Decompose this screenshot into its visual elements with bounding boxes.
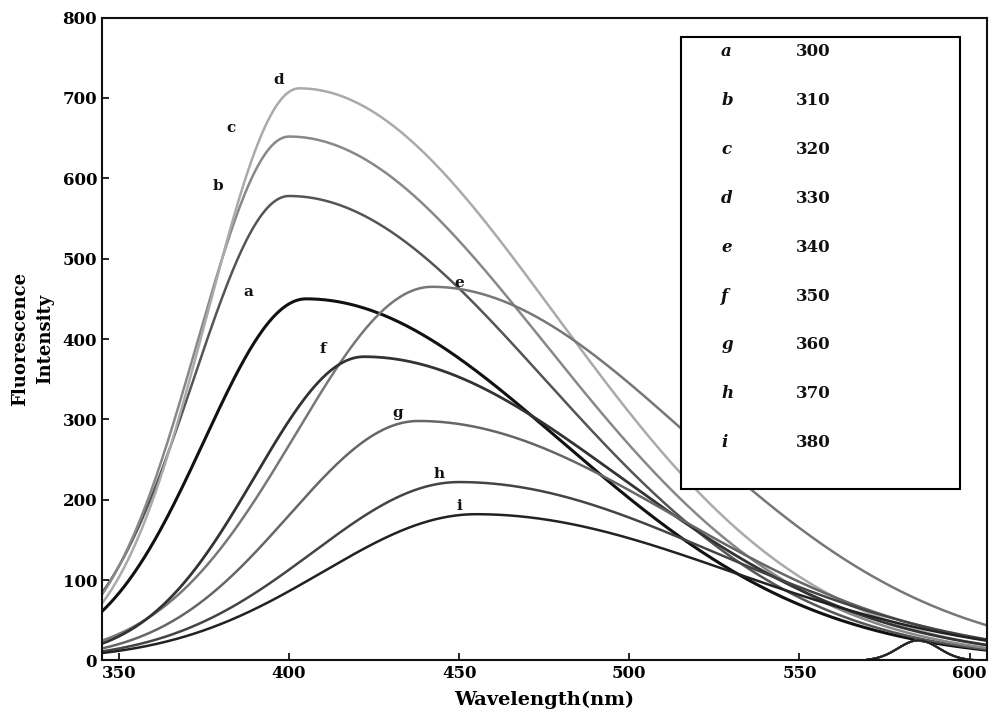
Text: h: h	[433, 467, 444, 481]
Text: f: f	[320, 342, 326, 356]
Text: b: b	[212, 179, 223, 194]
Text: 320: 320	[796, 141, 831, 158]
Text: c: c	[721, 141, 731, 158]
Text: e: e	[721, 239, 732, 256]
Text: 350: 350	[796, 287, 831, 305]
X-axis label: Wavelength(nm): Wavelength(nm)	[454, 690, 634, 709]
Text: a: a	[721, 43, 732, 60]
Text: g: g	[393, 406, 403, 420]
Text: b: b	[721, 92, 733, 109]
Text: i: i	[456, 499, 462, 513]
Text: c: c	[227, 121, 236, 135]
Text: 330: 330	[796, 190, 831, 207]
Text: d: d	[721, 190, 733, 207]
Text: 300: 300	[796, 43, 831, 60]
Text: 380: 380	[796, 434, 831, 451]
Text: f: f	[721, 287, 728, 305]
Text: a: a	[243, 285, 253, 300]
Text: g: g	[721, 336, 733, 354]
Text: h: h	[721, 385, 733, 402]
Text: 370: 370	[796, 385, 831, 402]
Bar	[681, 37, 960, 490]
Text: i: i	[721, 434, 728, 451]
Text: e: e	[454, 276, 464, 289]
Text: 360: 360	[796, 336, 831, 354]
Text: 340: 340	[796, 239, 831, 256]
Text: d: d	[274, 73, 284, 87]
Text: 310: 310	[796, 92, 831, 109]
Y-axis label: Fluorescence
Intensity: Fluorescence Intensity	[11, 272, 54, 406]
